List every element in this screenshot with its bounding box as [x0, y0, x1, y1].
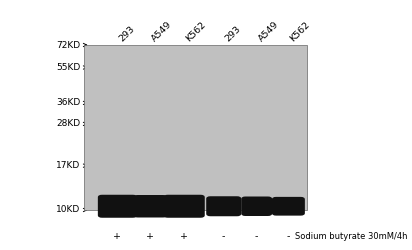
Text: 55KD: 55KD [56, 63, 80, 72]
Text: +: + [180, 232, 188, 241]
Text: 72KD: 72KD [56, 40, 80, 50]
Text: 293: 293 [117, 24, 137, 44]
Text: A549: A549 [150, 20, 174, 44]
Text: -: - [222, 232, 225, 241]
Text: -: - [287, 232, 290, 241]
Text: 28KD: 28KD [56, 120, 80, 128]
Text: Sodium butyrate 30mM/4h: Sodium butyrate 30mM/4h [295, 232, 408, 241]
Text: +: + [146, 232, 154, 241]
Text: K562: K562 [184, 20, 208, 44]
Text: 10KD: 10KD [56, 206, 80, 214]
Text: K562: K562 [288, 20, 312, 44]
Text: A549: A549 [257, 20, 280, 44]
Text: +: + [113, 232, 122, 241]
Text: -: - [255, 232, 258, 241]
Text: 36KD: 36KD [56, 98, 80, 108]
Text: 293: 293 [224, 24, 243, 44]
Text: 17KD: 17KD [56, 161, 80, 170]
